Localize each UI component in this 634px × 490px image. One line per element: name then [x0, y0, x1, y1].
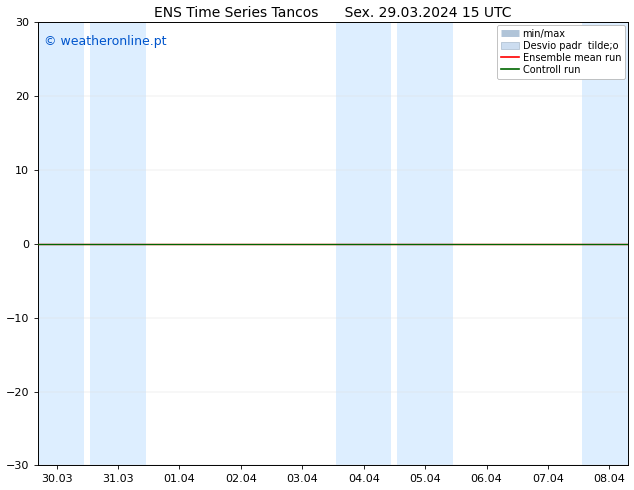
- Bar: [90, 22, 146, 465]
- Legend: min/max, Desvio padr  tilde;o, Ensemble mean run, Controll run: min/max, Desvio padr tilde;o, Ensemble m…: [497, 25, 625, 78]
- Text: © weatheronline.pt: © weatheronline.pt: [44, 35, 167, 49]
- Bar: [29, 22, 84, 465]
- Bar: [336, 22, 391, 465]
- Bar: [582, 22, 634, 465]
- Bar: [398, 22, 453, 465]
- Title: ENS Time Series Tancos      Sex. 29.03.2024 15 UTC: ENS Time Series Tancos Sex. 29.03.2024 1…: [154, 5, 512, 20]
